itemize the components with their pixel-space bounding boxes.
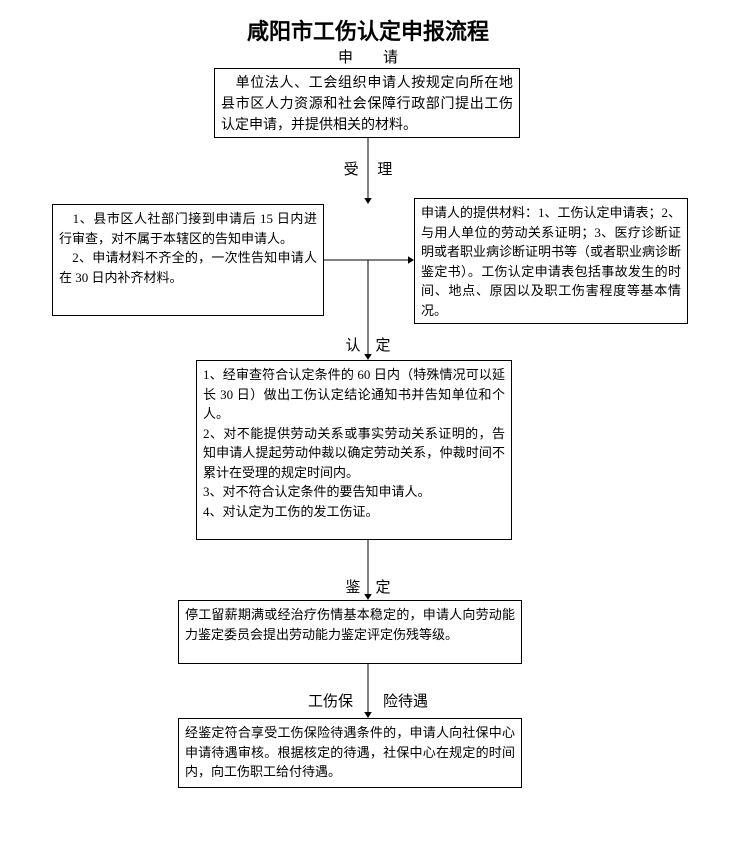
box-application-text: 单位法人、工会组织申请人按规定向所在地县市区人力资源和社会保障行政部门提出工伤认… [221, 76, 513, 133]
stage-label-appraise: 鉴 定 [0, 576, 736, 597]
box-review-text: 1、县市区人社部门接到申请后 15 日内进行审查，对不属于本辖区的告知申请人。 … [59, 211, 317, 285]
stage-label-determine: 认 定 [0, 334, 736, 355]
box-materials-text: 申请人的提供材料：1、工伤认定申请表；2、与用人单位的劳动关系证明；3、医疗诊断… [421, 205, 681, 318]
stage-label-accept: 受 理 [0, 158, 736, 179]
box-review: 1、县市区人社部门接到申请后 15 日内进行审查，对不属于本辖区的告知申请人。 … [52, 204, 324, 316]
box-appraisal: 停工留薪期满或经治疗伤情基本稳定的，申请人向劳动能力鉴定委员会提出劳动能力鉴定评… [178, 600, 522, 664]
box-determination-text: 1、经审查符合认定条件的 60 日内（特殊情况可以延长 30 日）做出工伤认定结… [203, 367, 505, 519]
box-materials: 申请人的提供材料：1、工伤认定申请表；2、与用人单位的劳动关系证明；3、医疗诊断… [414, 198, 688, 324]
page-title: 咸阳市工伤认定申报流程 [0, 14, 736, 46]
stage-label-apply: 申 请 [0, 46, 736, 67]
box-benefits-text: 经鉴定符合享受工伤保险待遇条件的，申请人向社保中心申请待遇审核。根据核定的待遇，… [185, 725, 515, 779]
box-determination: 1、经审查符合认定条件的 60 日内（特殊情况可以延长 30 日）做出工伤认定结… [196, 360, 512, 540]
box-benefits: 经鉴定符合享受工伤保险待遇条件的，申请人向社保中心申请待遇审核。根据核定的待遇，… [178, 718, 522, 788]
box-appraisal-text: 停工留薪期满或经治疗伤情基本稳定的，申请人向劳动能力鉴定委员会提出劳动能力鉴定评… [185, 607, 515, 642]
box-application: 单位法人、工会组织申请人按规定向所在地县市区人力资源和社会保障行政部门提出工伤认… [214, 68, 520, 138]
stage-label-benefits: 工伤保 险待遇 [0, 690, 736, 711]
